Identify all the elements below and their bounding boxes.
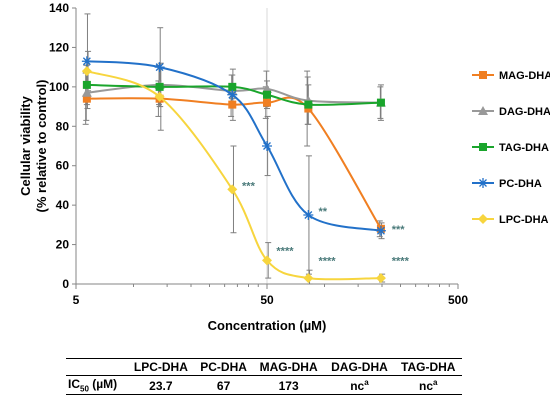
data-point-dag-dha	[81, 87, 92, 97]
data-point-pc-dha	[227, 89, 238, 100]
significance-label: **	[318, 206, 327, 218]
legend-marker-lpc-dha	[478, 214, 488, 224]
data-point-mag-dha	[228, 100, 237, 109]
ic50-header-mag: MAG-DHA	[259, 360, 318, 374]
legend-marker-mag-dha	[479, 71, 487, 79]
ic50-header-row: LPC-DHA PC-DHA MAG-DHA DAG-DHA TAG-DHA	[66, 358, 462, 376]
significance-label: ***	[242, 180, 256, 192]
data-point-tag-dha	[263, 90, 271, 99]
data-point-tag-dha	[82, 80, 91, 89]
ic50-header-pc: PC-DHA	[200, 360, 247, 374]
significance-label: ****	[276, 245, 294, 257]
data-point-pc-dha	[303, 210, 314, 220]
y-tick-label: 120	[49, 40, 69, 54]
significance-label: ****	[318, 255, 336, 267]
ic50-header-lpc: LPC-DHA	[133, 360, 188, 374]
significance-label: ***	[392, 224, 406, 236]
data-point-pc-dha	[154, 62, 165, 73]
x-axis-label: Concentration (µM)	[208, 318, 327, 333]
x-tick-label: 5	[73, 293, 80, 307]
legend-marker-dag-dha	[478, 106, 488, 115]
data-point-tag-dha	[376, 98, 385, 107]
data-point-pc-dha	[262, 141, 272, 151]
data-point-lpc-dha	[81, 66, 92, 77]
data-point-pc-dha	[375, 225, 386, 236]
ic50-table: LPC-DHA PC-DHA MAG-DHA DAG-DHA TAG-DHA I…	[66, 358, 462, 395]
ic50-row-label: IC50 (µM)	[68, 377, 118, 394]
y-axis-label-line1: Cellular viability	[18, 95, 33, 195]
ic50-value-dag: nca	[350, 377, 369, 393]
y-tick-label: 140	[49, 1, 69, 15]
data-point-lpc-dha	[303, 273, 314, 284]
ic50-header-dag: DAG-DHA	[331, 360, 388, 374]
data-point-lpc-dha	[375, 273, 386, 284]
y-tick-label: 20	[56, 238, 70, 252]
data-point-pc-dha	[81, 56, 92, 67]
series-pc-dha	[81, 56, 386, 236]
data-point-mag-dha	[82, 94, 91, 103]
legend-label-tag-dha: TAG-DHA	[499, 142, 549, 154]
significance-label: ****	[392, 255, 410, 267]
data-point-tag-dha	[155, 82, 164, 91]
series-tag-dha	[82, 80, 385, 109]
y-axis-label-line2: (% relative to control)	[34, 80, 49, 213]
data-point-lpc-dha	[154, 91, 165, 102]
ic50-value-lpc: 23.7	[149, 378, 173, 393]
x-tick-label: 500	[448, 293, 468, 307]
data-point-mag-dha	[263, 98, 271, 107]
data-point-tag-dha	[228, 82, 237, 91]
ic50-header-blank	[66, 359, 127, 376]
legend: MAG-DHA DAG-DHA TAG-DHA PC-DHA LPC-DHA	[472, 70, 550, 226]
legend-label-lpc-dha: LPC-DHA	[499, 214, 549, 226]
ic50-value-pc: 67	[216, 378, 231, 393]
ic50-value-row: IC50 (µM) 23.7 67 173 nca nca	[66, 376, 462, 395]
y-tick-label: 40	[56, 198, 70, 212]
y-tick-label: 80	[56, 119, 70, 133]
legend-marker-tag-dha	[479, 143, 487, 151]
y-tick-label: 100	[49, 80, 69, 94]
legend-label-dag-dha: DAG-DHA	[499, 106, 550, 118]
ic50-header-tag: TAG-DHA	[401, 360, 456, 374]
series-line-pc-dha	[86, 60, 382, 232]
series-line-tag-dha	[86, 83, 381, 106]
y-tick-label: 0	[62, 277, 69, 291]
data-point-lpc-dha	[227, 184, 238, 195]
series-lpc-dha	[81, 66, 386, 284]
data-point-dag-dha	[262, 83, 272, 93]
legend-label-pc-dha: PC-DHA	[499, 178, 542, 190]
x-tick-label: 50	[260, 293, 274, 307]
ic50-value-tag: nca	[419, 377, 438, 393]
y-tick-label: 60	[56, 159, 70, 173]
data-point-lpc-dha	[262, 255, 272, 266]
series-line-mag-dha	[86, 96, 382, 230]
ic50-value-mag: 173	[278, 378, 299, 393]
legend-marker-pc-dha	[478, 178, 488, 188]
data-point-tag-dha	[304, 100, 313, 109]
legend-label-mag-dha: MAG-DHA	[499, 70, 550, 82]
series-errorbars-pc-dha	[84, 13, 385, 275]
